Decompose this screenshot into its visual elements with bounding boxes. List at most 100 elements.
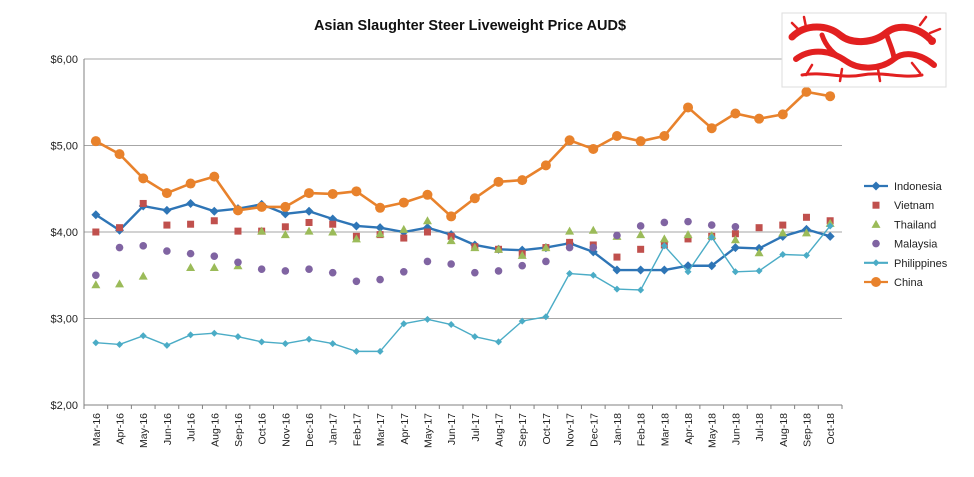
x-tick-label: Sep-16	[233, 413, 245, 447]
data-point-china	[825, 91, 836, 102]
data-point-vietnam	[234, 227, 242, 235]
data-point-indonesia	[162, 205, 172, 215]
legend-item-china: China	[864, 277, 924, 289]
data-point-indonesia	[186, 198, 196, 208]
data-point-malaysia	[399, 267, 408, 276]
series-line-philippines	[95, 225, 831, 353]
data-point-china	[493, 176, 504, 187]
data-point-philippines	[210, 329, 218, 337]
data-point-philippines	[660, 242, 668, 250]
axes: $2,00 $3,00 $4,00 $5,00 $6,00 Mar-16 Apr-16 May…	[50, 54, 843, 448]
data-point-china	[232, 205, 243, 216]
legend-marker-vietnam	[872, 201, 880, 209]
x-tick-label: May-17	[422, 413, 434, 448]
data-point-philippines	[731, 268, 739, 276]
data-point-philippines	[92, 339, 100, 347]
data-point-philippines	[281, 340, 289, 348]
data-point-china	[659, 130, 670, 141]
data-point-vietnam	[731, 230, 739, 238]
data-point-vietnam	[163, 221, 171, 229]
x-tick-label: Jun-18	[730, 413, 742, 445]
x-tick-label: Jul-18	[754, 413, 766, 442]
data-point-vietnam	[684, 235, 692, 243]
series-philippines	[92, 222, 834, 355]
x-tick-label: Feb-17	[351, 413, 363, 446]
x-tick-label: Jul-17	[470, 413, 482, 442]
data-point-thailand	[470, 243, 480, 252]
data-point-indonesia	[280, 209, 290, 219]
data-point-china	[351, 186, 362, 197]
x-tick-label: Dec-17	[588, 413, 600, 447]
data-point-indonesia	[209, 206, 219, 216]
data-point-malaysia	[471, 268, 479, 277]
data-point-indonesia	[375, 223, 385, 233]
data-point-china	[588, 143, 599, 154]
data-point-philippines	[329, 340, 337, 348]
x-tick-label: Jun-17	[446, 413, 458, 445]
x-tick-label: Mar-16	[91, 413, 103, 446]
data-point-malaysia	[494, 267, 503, 275]
legend-item-vietnam: Vietnam	[872, 200, 934, 212]
data-point-china	[730, 108, 741, 119]
data-point-thailand	[778, 228, 788, 237]
data-point-indonesia	[91, 210, 101, 220]
x-tick-label: Apr-16	[115, 413, 127, 445]
legend-marker-indonesia	[871, 181, 881, 191]
legend: Indonesia Vietnam Thailand Malaysia Philippi…	[864, 181, 948, 289]
data-point-philippines	[826, 222, 834, 230]
data-point-thailand	[375, 229, 385, 238]
data-point-philippines	[163, 341, 171, 349]
data-point-thailand	[422, 216, 432, 225]
x-tick-label: Sep-17	[517, 413, 529, 447]
legend-item-thailand: Thailand	[871, 219, 936, 231]
data-point-thailand	[754, 248, 764, 257]
data-point-thailand	[565, 226, 575, 235]
data-point-indonesia	[304, 206, 314, 216]
series-china	[90, 86, 836, 222]
data-point-vietnam	[281, 223, 289, 231]
data-point-thailand	[399, 224, 409, 233]
data-point-philippines	[471, 333, 479, 341]
data-point-thailand	[541, 243, 551, 252]
data-point-philippines	[352, 347, 360, 355]
data-point-philippines	[116, 340, 124, 348]
data-point-china	[469, 193, 480, 204]
data-point-malaysia	[707, 221, 716, 229]
data-point-philippines	[376, 347, 384, 355]
data-point-philippines	[518, 317, 526, 325]
data-point-philippines	[447, 321, 455, 329]
legend-marker-philippines	[872, 259, 880, 267]
data-point-thailand	[801, 228, 811, 237]
data-point-philippines	[258, 338, 266, 346]
x-tick-label: Nov-16	[280, 413, 292, 447]
data-point-vietnam	[329, 220, 337, 228]
data-point-indonesia	[636, 265, 646, 275]
dragon-logo	[781, 12, 947, 88]
data-point-malaysia	[660, 218, 669, 227]
data-point-vietnam	[566, 238, 574, 246]
x-tick-label: Sep-18	[801, 413, 813, 447]
legend-label-vietnam: Vietnam	[894, 200, 934, 212]
data-point-china	[635, 136, 646, 147]
legend-item-philippines: Philippines	[864, 258, 948, 270]
data-point-malaysia	[139, 242, 148, 250]
legend-label-malaysia: Malaysia	[894, 239, 938, 251]
x-tick-label: Aug-16	[209, 413, 221, 447]
data-point-malaysia	[542, 257, 550, 266]
data-point-malaysia	[565, 243, 574, 252]
data-point-vietnam	[139, 199, 147, 207]
data-point-malaysia	[281, 267, 290, 275]
data-point-malaysia	[518, 261, 527, 270]
data-point-vietnam	[779, 221, 787, 229]
data-point-thailand	[730, 235, 740, 244]
y-tick-label: $3,00	[50, 314, 78, 326]
y-tick-label: $5,00	[50, 141, 78, 153]
data-point-china	[209, 171, 220, 182]
data-point-china	[446, 211, 457, 222]
data-point-thailand	[138, 271, 148, 280]
data-point-china	[706, 123, 717, 134]
y-tick-label: $6,00	[50, 54, 78, 66]
data-point-indonesia	[825, 231, 835, 241]
legend-marker-malaysia	[872, 239, 880, 248]
